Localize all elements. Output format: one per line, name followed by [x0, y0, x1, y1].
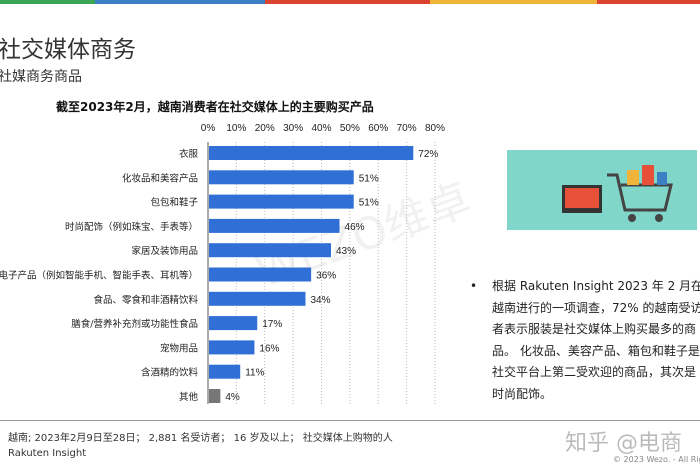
footer-divider [0, 420, 700, 421]
x-tick-label: 10% [226, 123, 246, 134]
bar [209, 218, 340, 233]
bar [209, 340, 255, 355]
bar [209, 316, 258, 331]
category-label: 包包和鞋子 [150, 197, 198, 209]
x-tick-label: 0% [201, 123, 216, 134]
data-label: 36% [316, 271, 336, 282]
data-label: 11% [245, 368, 264, 379]
data-label: 17% [262, 319, 282, 330]
bar [209, 364, 241, 379]
category-label: 含酒精的饮料 [141, 367, 199, 379]
bullet-text: 根据 Rakuten Insight 2023 年 2 月在越南进行的一项调查，… [492, 279, 700, 401]
x-tick-label: 80% [425, 123, 445, 134]
category-label: 时尚配饰（例如珠宝、手表等） [65, 221, 198, 233]
category-label: 家居及装饰用品 [131, 245, 198, 257]
bar [209, 291, 306, 306]
slide-title: 社交媒体商务 [0, 37, 136, 63]
bar [209, 389, 221, 403]
x-tick-label: 70% [397, 123, 417, 134]
data-label: 16% [259, 343, 279, 354]
bar [209, 267, 312, 282]
bar [209, 243, 332, 258]
category-label: 化妆品和美容产品 [122, 172, 198, 184]
x-tick-label: 30% [283, 123, 303, 134]
category-label: 衣服 [179, 148, 199, 160]
data-label: 34% [310, 295, 330, 306]
x-tick-label: 50% [340, 123, 360, 134]
x-tick-label: 20% [255, 123, 275, 134]
shopping-cart-icon [562, 165, 673, 222]
zhihu-watermark: 知乎 @电商 [565, 431, 682, 456]
data-label: 72% [418, 149, 438, 160]
category-label: 膳食/营养补充剂或功能性食品 [71, 318, 198, 330]
source-note: 越南; 2023年2月9日至28日； 2,881 名受访者； 16 岁及以上； … [8, 431, 393, 461]
category-label: 电子产品（例如智能手机、智能手表、耳机等） [0, 270, 198, 282]
top-band-red2 [597, 0, 700, 4]
shopping-cart-image [507, 150, 697, 230]
top-band-red [265, 0, 430, 4]
data-label: 43% [336, 246, 356, 257]
bullet-dot: • [470, 279, 478, 293]
data-label: 46% [345, 222, 365, 233]
data-label: 51% [359, 173, 379, 184]
top-band-yellow [430, 0, 597, 4]
bar-chart: 0% 10% 20% 30% 40% 50% 60% 70% 80% 衣服 72% 化妆品和美容产品 5… [0, 123, 445, 404]
bar [209, 170, 354, 185]
bar [209, 194, 354, 209]
copyright: © 2023 Wezo. - All Rig [613, 455, 700, 464]
bar [209, 146, 414, 160]
category-label: 食品、零食和非酒精饮料 [93, 294, 198, 306]
category-label: 其他 [179, 391, 199, 403]
data-label: 4% [225, 392, 240, 403]
top-band-green [0, 0, 95, 4]
chart-title: 截至2023年2月，越南消费者在社交媒体上的主要购买产品 [56, 100, 374, 114]
category-label: 宠物用品 [160, 342, 198, 354]
x-tick-label: 60% [368, 123, 388, 134]
slide-subtitle: 社媒商务商品 [0, 69, 82, 85]
source-line2: Rakuten Insight [8, 448, 87, 459]
bullet-point: • 根据 Rakuten Insight 2023 年 2 月在越南进行的一项调… [470, 276, 700, 405]
top-band-blue [95, 0, 265, 4]
source-line1: 越南; 2023年2月9日至28日； 2,881 名受访者； 16 岁及以上； … [8, 433, 393, 444]
x-tick-label: 40% [311, 123, 331, 134]
data-label: 51% [359, 198, 379, 209]
